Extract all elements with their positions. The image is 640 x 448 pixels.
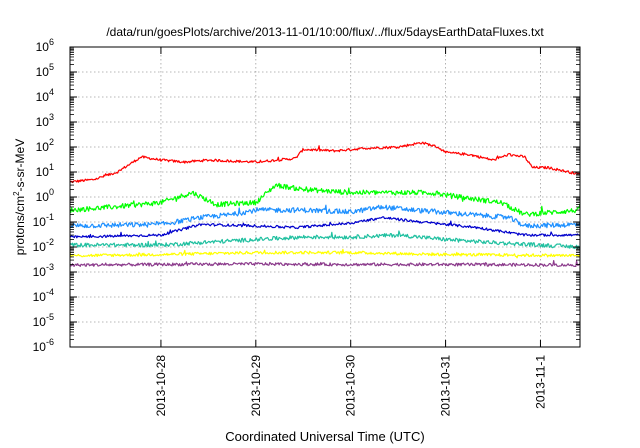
y-tick-label-base: 10 (36, 140, 50, 154)
y-tick-labels: 10-610-510-410-310-210-11001011021031041… (33, 37, 54, 354)
y-tick-label-base: 10 (36, 165, 50, 179)
y-tick-label: 10-2 (33, 237, 54, 254)
series-line-4 (69, 216, 581, 239)
y-tick-label-base: 10 (33, 340, 47, 354)
x-tick-label: 2013-10-28 (154, 355, 168, 417)
y-tick-label-exponent: 0 (49, 187, 54, 197)
y-axis-label: protons/cm2-s-sr-MeV (12, 139, 27, 255)
x-tick-labels: 2013-10-28 2013-10-29 2013-10-30 2013-10-31… (154, 355, 548, 417)
y-tick-label-exponent: -5 (46, 312, 54, 322)
grid (70, 47, 580, 347)
chart-title: /data/run/goesPlots/archive/2013-11-01/1… (106, 25, 544, 39)
y-tick-label-exponent: -3 (46, 262, 54, 272)
y-tick-label-base: 10 (33, 265, 47, 279)
y-tick-label: 10-5 (33, 312, 54, 329)
series-line-7 (69, 260, 581, 267)
y-tick-label-exponent: 1 (49, 162, 54, 172)
y-tick-label-base: 10 (36, 65, 50, 79)
y-tick-label: 101 (36, 162, 54, 179)
series-line-1 (69, 141, 581, 184)
y-tick-label-exponent: -2 (46, 237, 54, 247)
y-tick-label: 10-1 (33, 212, 54, 229)
y-tick-label: 105 (36, 62, 54, 79)
y-tick-label: 10-4 (33, 287, 54, 304)
series-group (69, 141, 581, 267)
y-tick-label-base: 10 (36, 115, 50, 129)
y-tick-label-base: 10 (33, 290, 47, 304)
y-axis-label-superscript: 2 (12, 191, 21, 196)
series-line-5 (69, 230, 581, 250)
y-tick-label-base: 10 (33, 240, 47, 254)
y-tick-label-exponent: -6 (46, 337, 54, 347)
x-tick-label: 2013-10-29 (249, 355, 263, 417)
y-tick-label-exponent: -4 (46, 287, 54, 297)
y-tick-label: 10-6 (33, 337, 54, 354)
y-tick-label-exponent: 4 (49, 87, 54, 97)
y-axis-label-part: -s-sr-MeV (13, 139, 27, 192)
y-tick-label: 10-3 (33, 262, 54, 279)
y-tick-label: 104 (36, 87, 54, 104)
y-tick-label-exponent: 6 (49, 37, 54, 47)
tick-marks (70, 46, 580, 348)
series-line-2 (69, 182, 581, 217)
y-tick-label-base: 10 (36, 90, 50, 104)
y-tick-label-exponent: 3 (49, 112, 54, 122)
y-tick-label: 100 (36, 187, 54, 204)
x-axis-label: Coordinated Universal Time (UTC) (225, 429, 424, 444)
x-tick-label: 2013-11-1 (533, 355, 547, 409)
x-tick-label: 2013-10-30 (344, 355, 358, 417)
y-tick-label: 106 (36, 37, 54, 54)
y-tick-label: 103 (36, 112, 54, 129)
y-tick-label-base: 10 (33, 315, 47, 329)
y-tick-label-exponent: 5 (49, 62, 54, 72)
series-line-3 (69, 204, 581, 229)
y-tick-label-exponent: 2 (49, 137, 54, 147)
y-tick-label-base: 10 (33, 215, 47, 229)
series-line-6 (69, 248, 581, 259)
y-tick-label-base: 10 (36, 40, 50, 54)
y-tick-label-exponent: -1 (46, 212, 54, 222)
y-tick-label: 102 (36, 137, 54, 154)
y-tick-label-base: 10 (36, 190, 50, 204)
x-tick-label: 2013-10-31 (439, 355, 453, 417)
y-axis-label-part: protons/cm (13, 196, 27, 255)
